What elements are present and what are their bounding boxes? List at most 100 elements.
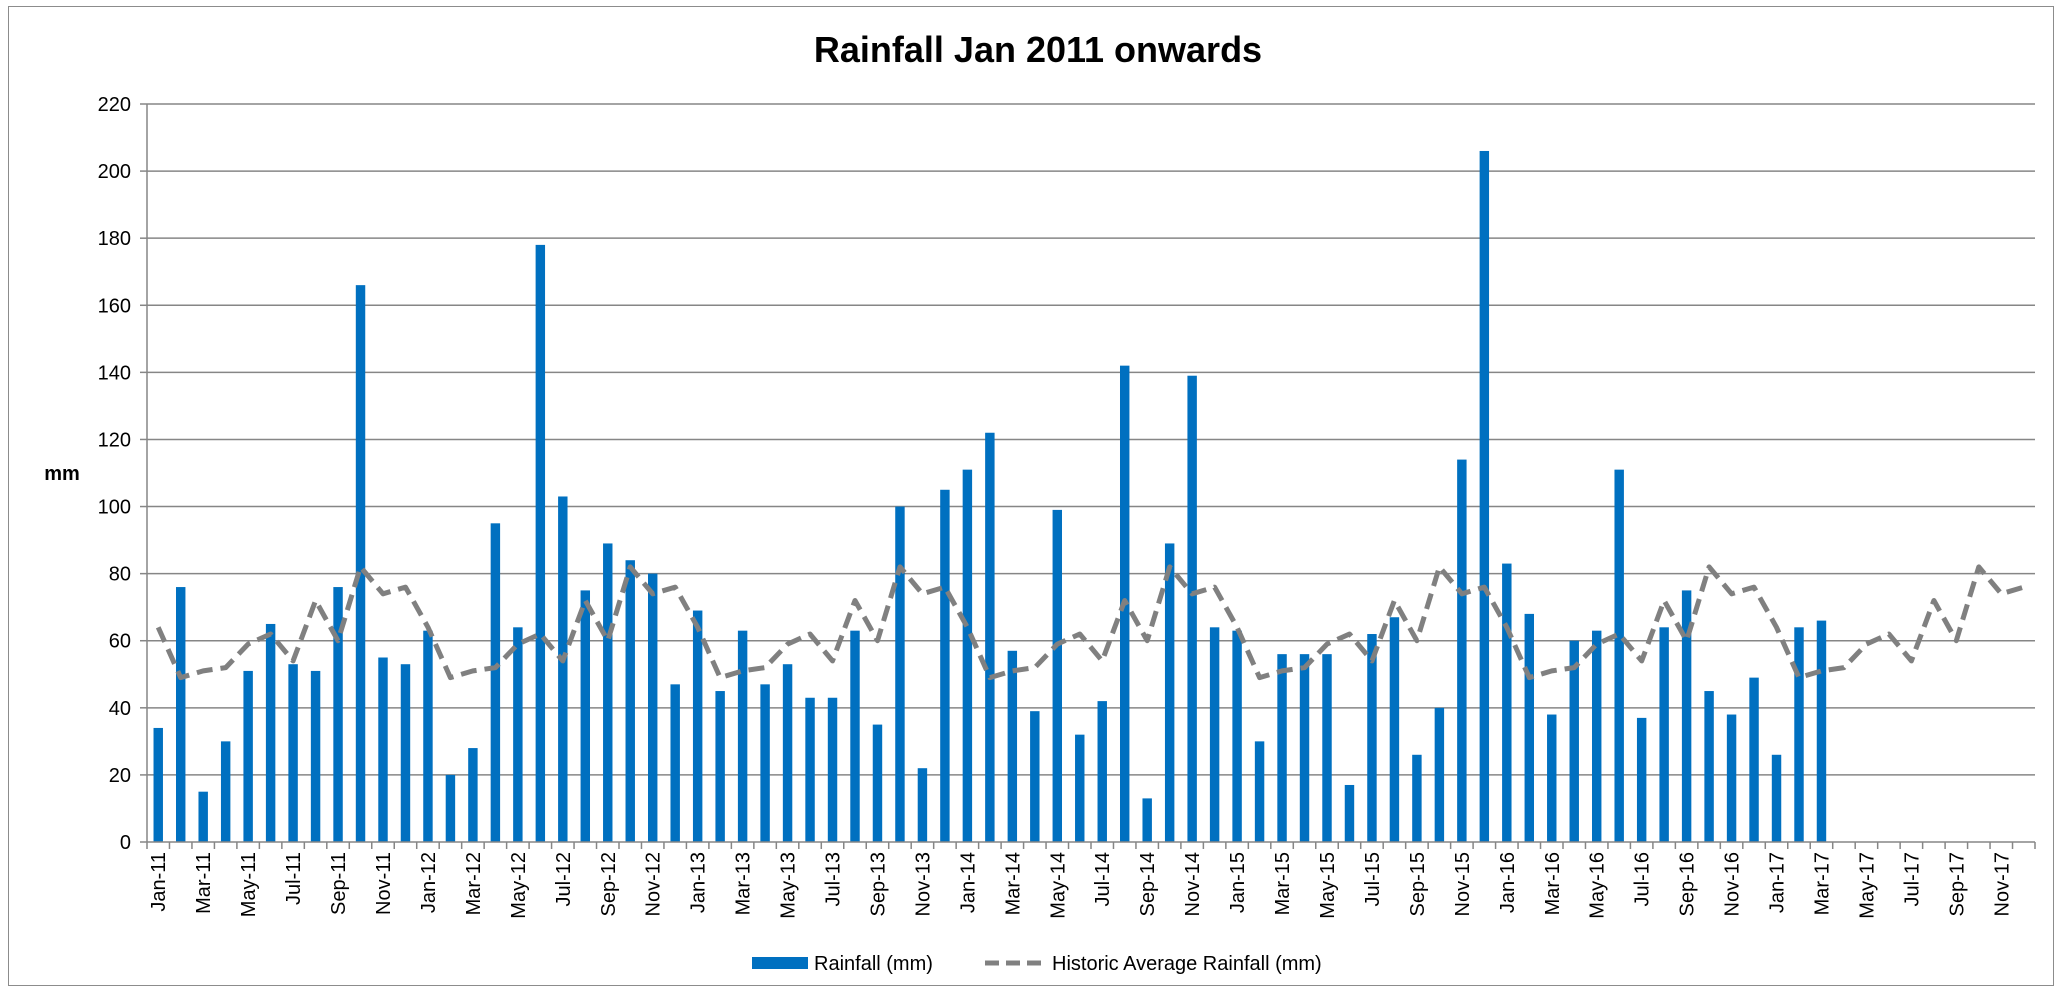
rainfall-bar bbox=[1389, 617, 1400, 842]
rainfall-bar bbox=[782, 664, 793, 842]
rainfall-bar bbox=[1209, 627, 1220, 842]
rainfall-bar bbox=[1794, 627, 1804, 842]
rainfall-bar bbox=[1434, 707, 1445, 842]
y-tick-label: 200 bbox=[98, 161, 131, 183]
rainfall-bar bbox=[737, 630, 748, 842]
y-tick-label: 140 bbox=[98, 362, 131, 384]
gridlines bbox=[147, 103, 2035, 776]
rainfall-bar bbox=[1547, 714, 1557, 842]
x-tick-label: Sep-17 bbox=[1946, 852, 1968, 917]
rainfall-bar bbox=[400, 664, 411, 842]
rainfall-bar bbox=[1502, 563, 1512, 842]
x-tick-label: May-12 bbox=[508, 852, 530, 919]
rainfall-bar bbox=[1142, 798, 1152, 842]
rainfall-bar bbox=[1097, 701, 1107, 842]
rainfall-bar bbox=[1412, 754, 1422, 842]
x-tick-label: Sep-12 bbox=[598, 852, 620, 917]
rainfall-bar bbox=[805, 697, 815, 842]
historic-average-series-line bbox=[155, 564, 2025, 681]
rainfall-bar bbox=[1164, 543, 1175, 842]
rainfall-bar bbox=[760, 684, 770, 842]
rainfall-bar bbox=[1816, 620, 1827, 842]
x-tick-label: Mar-11 bbox=[193, 852, 215, 914]
rainfall-bar bbox=[535, 244, 546, 842]
x-tick-label: Jan-17 bbox=[1767, 852, 1789, 913]
rainfall-bar bbox=[670, 684, 680, 842]
y-tick-label: 60 bbox=[109, 631, 131, 653]
y-tick-label: 20 bbox=[109, 765, 131, 787]
legend: Rainfall (mm) Historic Average Rainfall … bbox=[752, 953, 1322, 975]
y-tick-label: 0 bbox=[120, 832, 131, 854]
x-tick-label: Sep-13 bbox=[867, 852, 889, 917]
rainfall-bar bbox=[1367, 634, 1377, 842]
x-tick-label: Nov-12 bbox=[643, 852, 665, 916]
y-tick-label: 160 bbox=[98, 295, 131, 317]
x-tick-label: Jan-11 bbox=[148, 852, 170, 912]
rainfall-bar bbox=[1479, 150, 1490, 843]
rainfall-bar bbox=[333, 587, 343, 842]
x-tick-label: Jan-15 bbox=[1227, 852, 1249, 913]
rainfall-bar bbox=[1681, 590, 1692, 842]
x-tick-label: Jan-14 bbox=[957, 852, 979, 913]
x-tick-label: Jul-13 bbox=[823, 852, 845, 906]
rainfall-bar bbox=[468, 748, 478, 842]
x-tick-label: Jan-13 bbox=[688, 852, 710, 913]
rainfall-bar bbox=[1614, 469, 1624, 842]
rainfall-bar bbox=[1007, 650, 1018, 842]
rainfall-bar bbox=[603, 543, 613, 842]
rainfall-bar bbox=[1254, 741, 1265, 842]
y-tick-label: 100 bbox=[98, 497, 131, 519]
x-tick-label: Sep-11 bbox=[328, 852, 350, 915]
rainfall-bar bbox=[513, 627, 523, 842]
rainfall-bar bbox=[1277, 654, 1287, 842]
x-tick-label: Jul-12 bbox=[553, 852, 575, 906]
x-tick-label: Jul-17 bbox=[1901, 852, 1923, 906]
legend-historic-average-label: Historic Average Rainfall (mm) bbox=[1052, 953, 1322, 975]
rainfall-bar bbox=[265, 623, 276, 842]
rainfall-bar bbox=[1052, 509, 1063, 842]
x-tick-label: Mar-15 bbox=[1272, 852, 1294, 915]
y-axis-label: mm bbox=[44, 463, 80, 485]
x-tick-label: Sep-14 bbox=[1137, 852, 1159, 917]
x-tick-label: May-13 bbox=[778, 852, 800, 919]
y-tick-label: 180 bbox=[98, 228, 131, 250]
x-tick-label: Mar-13 bbox=[733, 852, 755, 915]
x-tick-label: Nov-15 bbox=[1452, 852, 1474, 916]
x-tick-label: May-11 bbox=[238, 852, 260, 917]
rainfall-bar bbox=[288, 664, 298, 842]
rainfall-bar bbox=[692, 610, 703, 842]
rainfall-bar bbox=[1659, 627, 1669, 842]
y-tick-label: 120 bbox=[98, 429, 131, 451]
x-tick-label: Sep-16 bbox=[1677, 852, 1699, 917]
x-tick-label: May-16 bbox=[1587, 852, 1609, 919]
rainfall-bar bbox=[872, 724, 883, 842]
x-tick-label: Jul-15 bbox=[1362, 852, 1384, 906]
rainfall-bar bbox=[625, 560, 635, 842]
x-tick-label: May-14 bbox=[1047, 852, 1069, 919]
rainfall-bar bbox=[1457, 459, 1467, 842]
y-tick-label: 220 bbox=[98, 94, 131, 116]
y-tick-label: 40 bbox=[109, 698, 131, 720]
rainfall-bar bbox=[647, 573, 658, 842]
rainfall-bar bbox=[423, 630, 433, 842]
x-tick-label: Mar-14 bbox=[1002, 852, 1024, 915]
y-tick-label: 80 bbox=[109, 564, 131, 586]
x-tick-label: Nov-14 bbox=[1182, 852, 1204, 916]
x-tick-label: Nov-17 bbox=[1991, 852, 2013, 916]
rainfall-bar bbox=[310, 670, 321, 842]
rainfall-bar bbox=[1187, 375, 1197, 842]
rainfall-bar bbox=[1569, 640, 1579, 842]
x-tick-label: Nov-13 bbox=[912, 852, 934, 916]
rainfall-bar bbox=[445, 774, 456, 842]
rainfall-bar bbox=[175, 587, 186, 842]
rainfall-bar bbox=[1771, 754, 1782, 842]
rainfall-bar bbox=[243, 670, 253, 842]
rainfall-bar bbox=[558, 496, 568, 842]
rainfall-bar bbox=[378, 657, 388, 842]
chart-title: Rainfall Jan 2011 onwards bbox=[814, 29, 1262, 70]
axes bbox=[140, 103, 2036, 849]
rainfall-bar bbox=[1749, 677, 1759, 842]
rainfall-bar bbox=[220, 741, 231, 842]
x-tick-label: Mar-16 bbox=[1542, 852, 1564, 915]
